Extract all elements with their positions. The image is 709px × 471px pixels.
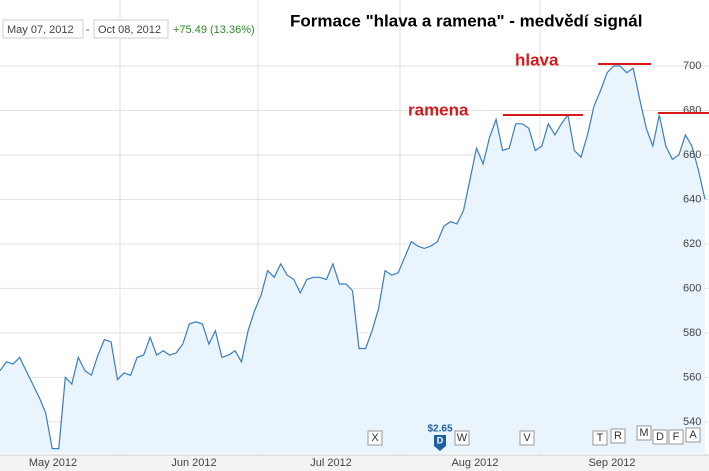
- dividend-label: D: [437, 435, 444, 445]
- x-tick-label: Jul 2012: [310, 457, 352, 469]
- y-tick-label: 540: [683, 416, 701, 428]
- event-flag[interactable]: [668, 429, 684, 445]
- y-tick-label: 580: [683, 327, 701, 339]
- event-flag[interactable]: [519, 430, 535, 446]
- event-flag[interactable]: [636, 425, 652, 441]
- event-flag[interactable]: [610, 428, 626, 444]
- start-date-box[interactable]: [2, 19, 84, 39]
- date-separator: -: [86, 24, 90, 36]
- x-tick-label: Aug 2012: [451, 457, 498, 469]
- end-date-box[interactable]: [93, 19, 169, 39]
- price-line: [0, 65, 706, 450]
- end-date: Oct 08, 2012: [98, 24, 161, 36]
- event-flag[interactable]: [652, 429, 668, 445]
- x-tick-label: Jun 2012: [171, 457, 216, 469]
- event-label: D: [656, 431, 664, 443]
- event-flag[interactable]: [454, 430, 470, 446]
- y-tick-label: 640: [683, 193, 701, 205]
- event-label: R: [614, 430, 622, 442]
- event-label: T: [597, 432, 604, 444]
- start-date: May 07, 2012: [7, 24, 74, 36]
- y-tick-label: 660: [683, 149, 701, 161]
- event-flag[interactable]: [592, 430, 608, 446]
- y-tick-label: 620: [683, 238, 701, 250]
- annotation-head: hlava: [515, 50, 559, 69]
- dividend-amount: $2.65: [427, 424, 452, 435]
- y-tick-label: 600: [683, 282, 701, 294]
- x-tick-label: May 2012: [29, 457, 77, 469]
- event-label: W: [457, 432, 468, 444]
- event-flag[interactable]: [685, 427, 701, 443]
- event-label: X: [371, 432, 379, 444]
- event-label: M: [639, 427, 648, 439]
- x-tick-label: Sep 2012: [588, 457, 635, 469]
- y-tick-label: 680: [683, 104, 701, 116]
- y-tick-label: 700: [683, 60, 701, 72]
- price-change: +75.49 (13.36%): [173, 24, 255, 36]
- dividend-flag[interactable]: [434, 435, 446, 451]
- y-tick-label: 560: [683, 371, 701, 383]
- area: [0, 66, 705, 453]
- event-label: V: [523, 432, 531, 444]
- annotation-shoulders: ramena: [408, 100, 469, 119]
- event-label: A: [689, 429, 697, 441]
- x-axis-strip: [0, 455, 709, 471]
- event-label: F: [673, 431, 680, 443]
- chart-title: Formace "hlava a ramena" - medvědí signá…: [290, 11, 642, 30]
- event-flag[interactable]: [367, 430, 383, 446]
